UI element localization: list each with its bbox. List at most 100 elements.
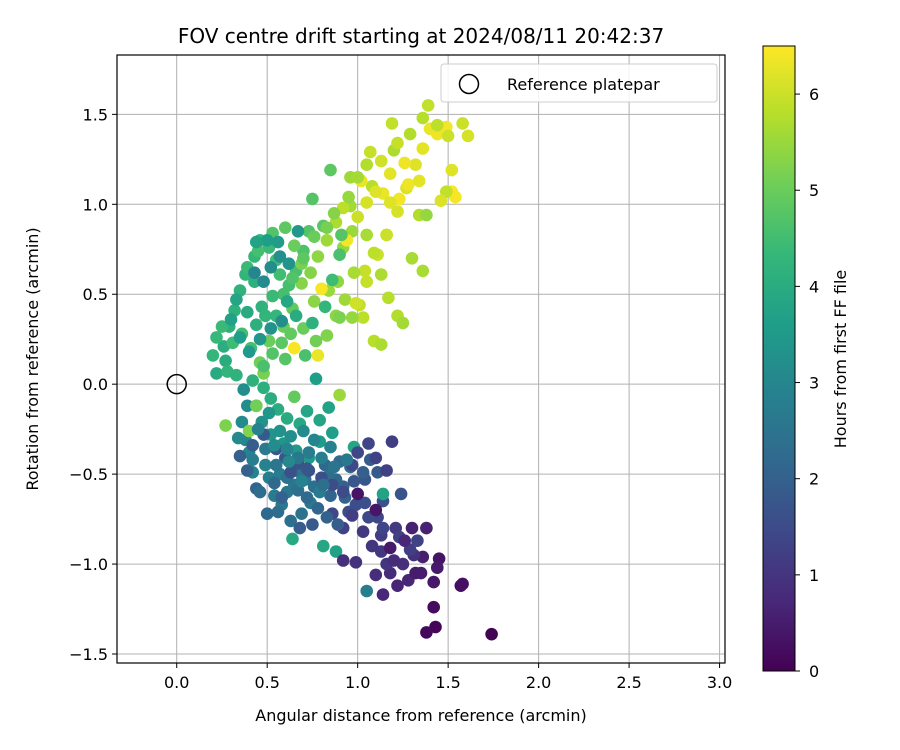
scatter-point — [257, 359, 270, 373]
scatter-point — [374, 268, 388, 281]
scatter-point — [315, 451, 328, 465]
scatter-point — [282, 455, 296, 468]
scatter-point — [367, 246, 381, 260]
scatter-point — [251, 422, 265, 436]
scatter-point — [260, 507, 274, 520]
scatter-point — [333, 248, 346, 261]
scatter-point — [257, 275, 270, 289]
colorbar: 0 1 2 3 4 5 6 Hours from first FF file — [762, 45, 850, 681]
scatter-point — [315, 282, 328, 296]
scatter-point — [485, 627, 498, 641]
scatter-point — [387, 554, 401, 567]
scatter-point — [362, 437, 375, 450]
scatter-point — [266, 347, 279, 360]
scatter-point — [304, 266, 317, 280]
x-tick-label: 2.0 — [526, 673, 551, 692]
scatter-point — [289, 309, 303, 323]
scatter-point — [284, 514, 298, 528]
scatter-point — [273, 268, 287, 281]
scatter-point — [351, 210, 365, 224]
scatter-point — [345, 509, 359, 522]
scatter-point — [233, 331, 247, 344]
scatter-point — [326, 478, 339, 492]
scatter-point — [320, 234, 334, 247]
reference-platepar-marker — [166, 373, 187, 395]
plot-frame — [116, 54, 726, 664]
scatter-point — [364, 145, 377, 159]
scatter-point — [253, 332, 267, 346]
scatter-point — [374, 338, 388, 351]
scatter-point — [322, 401, 336, 414]
scatter-point — [284, 466, 298, 479]
scatter-point — [385, 435, 399, 449]
scatter-point — [356, 466, 370, 479]
scatter-point — [206, 349, 220, 362]
colorbar-label: Hours from first FF file — [831, 270, 850, 449]
scatter-point — [456, 577, 469, 591]
x-tick-label: 0.5 — [254, 673, 279, 692]
scatter-point — [293, 521, 307, 535]
scatter-point — [326, 426, 339, 440]
scatter-point — [249, 235, 263, 249]
y-axis-label: Rotation from reference (arcmin) — [23, 227, 42, 490]
scatter-point — [246, 374, 259, 387]
scatter-point — [336, 201, 350, 215]
scatter-point — [309, 334, 323, 348]
scatter-point — [300, 404, 314, 418]
scatter-point — [420, 208, 433, 222]
scatter-point — [297, 424, 310, 438]
y-tick-label: −0.5 — [69, 465, 108, 484]
scatter-point — [380, 464, 393, 477]
scatter-point — [356, 525, 370, 538]
scatter-point — [231, 431, 245, 445]
y-axis-ticks: −1.5 −1.0 −0.5 0.0 0.5 1.0 1.5 — [69, 105, 117, 664]
y-tick-label: 1.0 — [83, 195, 108, 214]
chart-title: FOV centre drift starting at 2024/08/11 … — [178, 24, 664, 48]
scatter-point — [307, 433, 321, 447]
scatter-point — [427, 600, 441, 614]
scatter-point — [405, 251, 419, 265]
scatter-point — [249, 318, 263, 332]
scatter-point — [369, 568, 383, 582]
scatter-point — [360, 584, 374, 598]
scatter-point — [360, 158, 374, 171]
colorbar-tick-label: 0 — [809, 662, 819, 681]
scatter-point — [360, 196, 374, 209]
scatter-point — [253, 485, 267, 499]
scatter-point — [264, 322, 278, 335]
scatter-point — [246, 453, 259, 467]
scatter-point — [288, 390, 301, 404]
scatter-point — [306, 316, 319, 330]
scatter-point — [336, 554, 350, 567]
scatter-point — [327, 207, 341, 220]
scatter-point — [365, 539, 379, 553]
scatter-point — [286, 532, 299, 546]
scatter-point — [382, 291, 395, 305]
scatter-point — [385, 117, 399, 130]
scatter-point — [383, 541, 397, 555]
scatter-point — [351, 487, 365, 501]
scatter-point — [311, 250, 325, 263]
scatter-point — [219, 354, 232, 368]
scatter-point — [307, 230, 321, 243]
scatter-point — [427, 575, 441, 589]
scatter-point — [271, 505, 285, 519]
scatter-point — [295, 277, 308, 290]
scatter-point — [241, 305, 254, 319]
colorbar-tick-label: 2 — [809, 470, 819, 489]
scatter-point — [412, 174, 426, 188]
scatter-point — [347, 266, 361, 280]
scatter-point — [421, 99, 435, 112]
scatter-point — [264, 261, 278, 274]
scatter-point — [431, 127, 444, 141]
scatter-point — [288, 239, 301, 252]
scatter-point — [302, 446, 316, 459]
y-tick-label: −1.0 — [69, 555, 108, 574]
scatter-point — [461, 129, 475, 143]
scatter-point — [275, 336, 289, 350]
scatter-point — [242, 345, 256, 359]
scatter-point — [280, 295, 294, 308]
scatter-point — [360, 275, 374, 289]
scatter-point — [313, 413, 327, 427]
scatter-point — [291, 225, 305, 238]
